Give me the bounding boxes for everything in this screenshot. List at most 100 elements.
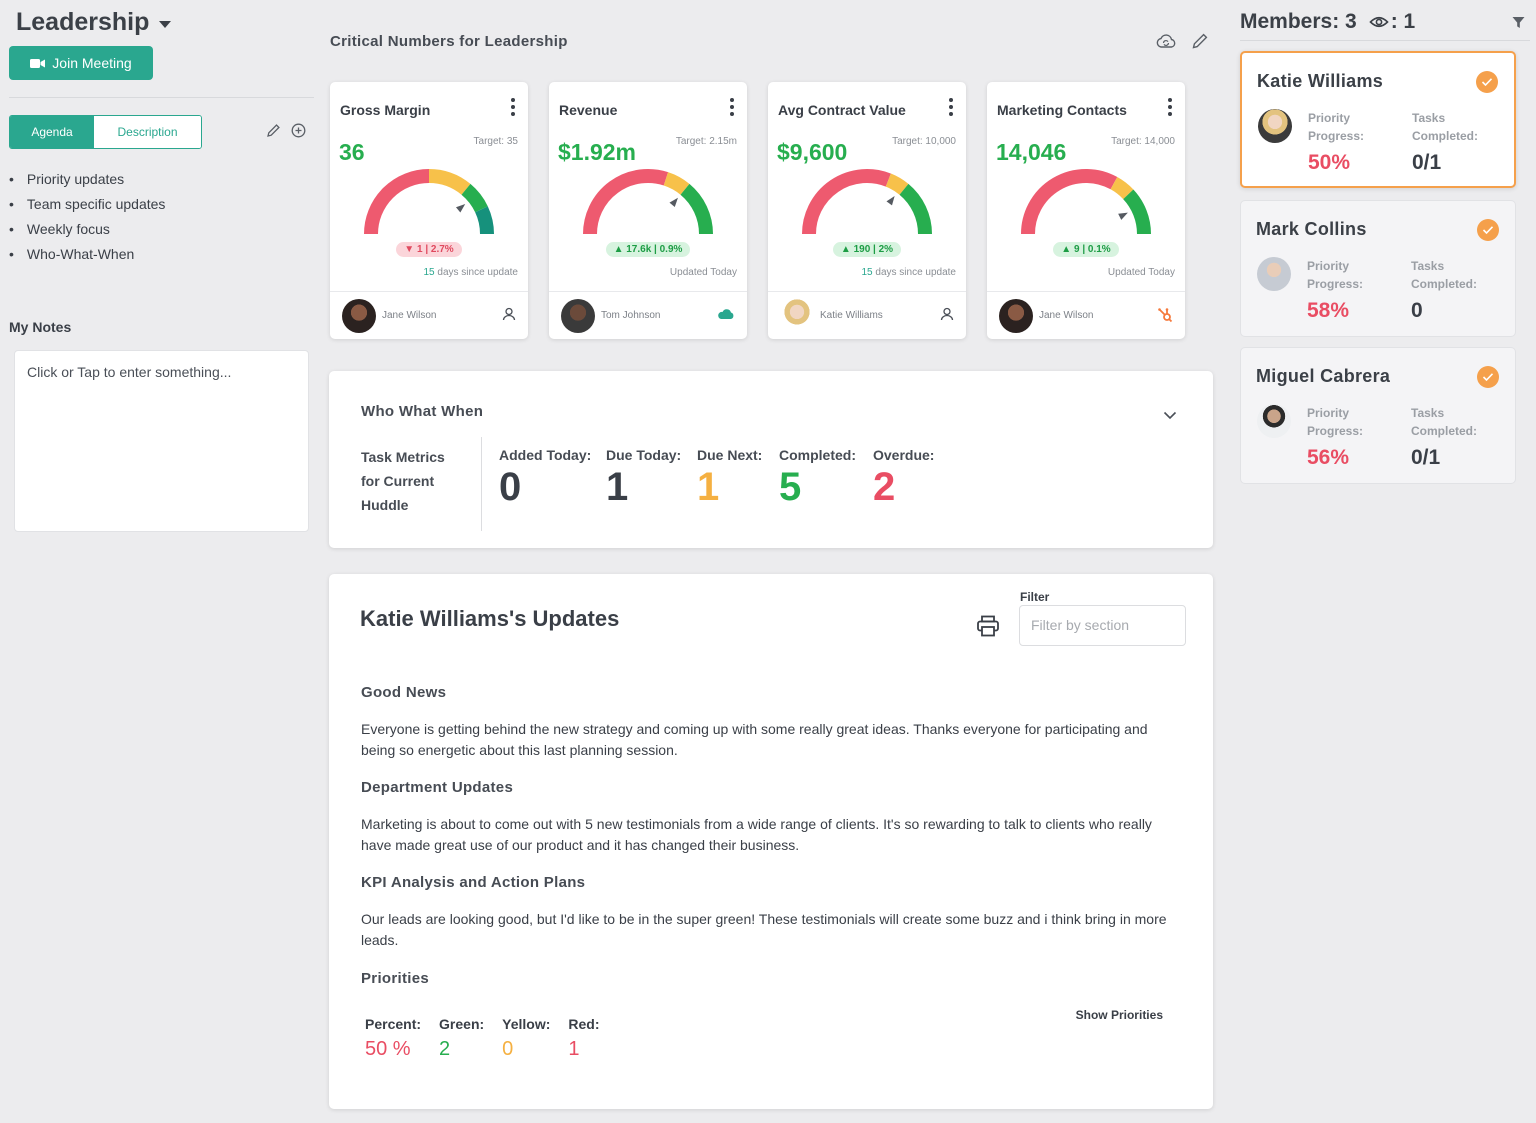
priority-yellow-label: Yellow: [502, 1016, 551, 1032]
meeting-title-dropdown[interactable]: Leadership [16, 8, 172, 37]
kpi-owner: Jane Wilson [1039, 310, 1094, 321]
kpi-updated-text: Updated Today [1107, 267, 1175, 278]
filter-icon[interactable] [1512, 16, 1525, 34]
join-meeting-button[interactable]: Join Meeting [9, 46, 153, 80]
more-vertical-icon[interactable] [729, 98, 735, 119]
tasks-completed-value: 0 [1411, 299, 1423, 322]
priority-progress-value: 58% [1307, 299, 1350, 322]
divider [481, 437, 482, 531]
viewers-count: : 1 [1390, 10, 1416, 33]
tasks-completed-value: 0/1 [1412, 151, 1442, 174]
kpi-updated: Updated Today [670, 267, 737, 278]
updates-panel: Katie Williams's Updates Filter Filter b… [329, 574, 1213, 1109]
gauge-chart [1021, 169, 1151, 235]
avatar [999, 299, 1033, 333]
section-heading: Good News [361, 684, 447, 701]
kpi-value: 36 [339, 139, 365, 165]
tasks-completed-label: Tasks Completed: [1411, 406, 1477, 438]
gauge-chart [802, 169, 932, 235]
show-priorities-button[interactable]: Show Priorities [1075, 1008, 1163, 1022]
priority-percent-label: Percent: [365, 1016, 422, 1032]
kpi-footer: Jane Wilson [987, 291, 1185, 339]
more-vertical-icon[interactable] [1167, 98, 1173, 119]
kpi-card[interactable]: Gross Margin Target: 35 36 ▼ 1 | 2.7% 15 day… [330, 82, 528, 339]
pencil-icon[interactable] [1191, 32, 1209, 55]
kpi-name: Gross Margin [340, 102, 431, 118]
agenda-item[interactable]: Who-What-When [9, 241, 165, 266]
section-good-news: Good News Everyone is getting behind the… [361, 684, 1181, 761]
updates-title: Katie Williams's Updates [360, 606, 620, 631]
member-card-katie-williams[interactable]: Katie Williams Priority Progress: Tasks … [1240, 51, 1516, 188]
kpi-owner: Jane Wilson [382, 310, 437, 321]
metric-label: Due Next: [697, 447, 763, 463]
kpi-days: 15 [423, 267, 435, 278]
priority-red-value: 1 [568, 1038, 580, 1060]
hubspot-icon [1157, 307, 1173, 328]
tab-description[interactable]: Description [94, 116, 201, 148]
kpi-card[interactable]: Revenue Target: 2.15m $1.92m ▲ 17.6k | 0.9%… [549, 82, 747, 339]
salesforce-icon [717, 307, 735, 325]
filter-label: Filter [1020, 590, 1050, 604]
gauge-needle [455, 204, 466, 213]
notes-textarea[interactable]: Click or Tap to enter something... [14, 350, 309, 532]
caret-down-icon[interactable] [159, 21, 172, 28]
section-heading: KPI Analysis and Action Plans [361, 874, 586, 891]
more-vertical-icon[interactable] [510, 98, 516, 119]
section-department-updates: Department Updates Marketing is about to… [361, 779, 1181, 856]
member-name: Miguel Cabrera [1256, 366, 1391, 386]
chevron-down-icon[interactable] [1163, 407, 1177, 425]
kpi-delta-badge: ▲ 9 | 0.1% [987, 239, 1185, 257]
section-kpi-analysis: KPI Analysis and Action Plans Our leads … [361, 874, 1181, 951]
avatar [1258, 109, 1292, 143]
filter-input[interactable]: Filter by section [1019, 605, 1186, 646]
member-card-miguel-cabrera[interactable]: Miguel Cabrera Priority Progress: Tasks … [1240, 347, 1516, 484]
section-heading: Department Updates [361, 779, 514, 796]
member-card-mark-collins[interactable]: Mark Collins Priority Progress: Tasks Co… [1240, 200, 1516, 337]
metric-overdue: Overdue: 2 [873, 447, 934, 510]
section-text: Our leads are looking good, but I'd like… [361, 911, 1167, 948]
agenda-item[interactable]: Weekly focus [9, 216, 165, 241]
gauge-needle [886, 195, 895, 206]
agenda-item[interactable]: Team specific updates [9, 191, 166, 216]
priority-percent-value: 50 % [365, 1038, 411, 1060]
check-icon[interactable] [1476, 71, 1498, 93]
metric-label: Added Today: [499, 447, 592, 463]
pencil-icon[interactable] [266, 123, 281, 143]
meeting-title: Leadership [16, 8, 150, 36]
kpi-target: Target: 14,000 [1111, 136, 1175, 147]
priority-progress-label: Priority Progress: [1307, 406, 1364, 438]
agenda-item[interactable]: Priority updates [9, 166, 165, 191]
priority-green: Green: 2 [439, 1016, 484, 1061]
gauge-needle [669, 197, 678, 208]
cloud-sync-icon[interactable] [1155, 32, 1177, 55]
tab-agenda[interactable]: Agenda [10, 116, 94, 148]
check-icon[interactable] [1477, 219, 1499, 241]
priority-yellow-value: 0 [502, 1038, 514, 1060]
kpi-name: Avg Contract Value [778, 102, 906, 118]
user-icon [502, 307, 516, 326]
section-text: Marketing is about to come out with 5 ne… [361, 816, 1152, 853]
printer-icon[interactable] [976, 614, 1000, 643]
kpi-updated-text: days since update [434, 267, 518, 278]
kpi-delta-badge: ▲ 190 | 2% [768, 239, 966, 257]
more-vertical-icon[interactable] [948, 98, 954, 119]
eye-icon [1369, 15, 1389, 29]
kpi-updated: 15 days since update [423, 267, 518, 278]
kpi-owner: Katie Williams [820, 310, 883, 321]
metric-due-today: Due Today: 1 [606, 447, 681, 510]
tasks-completed-label: Tasks Completed: [1411, 259, 1477, 291]
priorities-summary: Percent: 50 % Green: 2 Yellow: 0 Red: 1 [365, 1016, 600, 1061]
add-circle-icon[interactable] [291, 123, 306, 143]
priority-green-value: 2 [439, 1038, 451, 1060]
kpi-card[interactable]: Marketing Contacts Target: 14,000 14,046 ▲ … [987, 82, 1185, 339]
member-name: Katie Williams [1257, 71, 1384, 91]
kpi-name: Revenue [559, 102, 618, 118]
tasks-completed-value: 0/1 [1411, 446, 1441, 469]
agenda-actions [266, 123, 306, 143]
priority-red: Red: 1 [568, 1016, 599, 1061]
kpi-card[interactable]: Avg Contract Value Target: 10,000 $9,600 ▲ … [768, 82, 966, 339]
kpi-owner: Tom Johnson [601, 310, 661, 321]
user-icon [940, 307, 954, 326]
check-icon[interactable] [1477, 366, 1499, 388]
avatar [780, 299, 814, 333]
